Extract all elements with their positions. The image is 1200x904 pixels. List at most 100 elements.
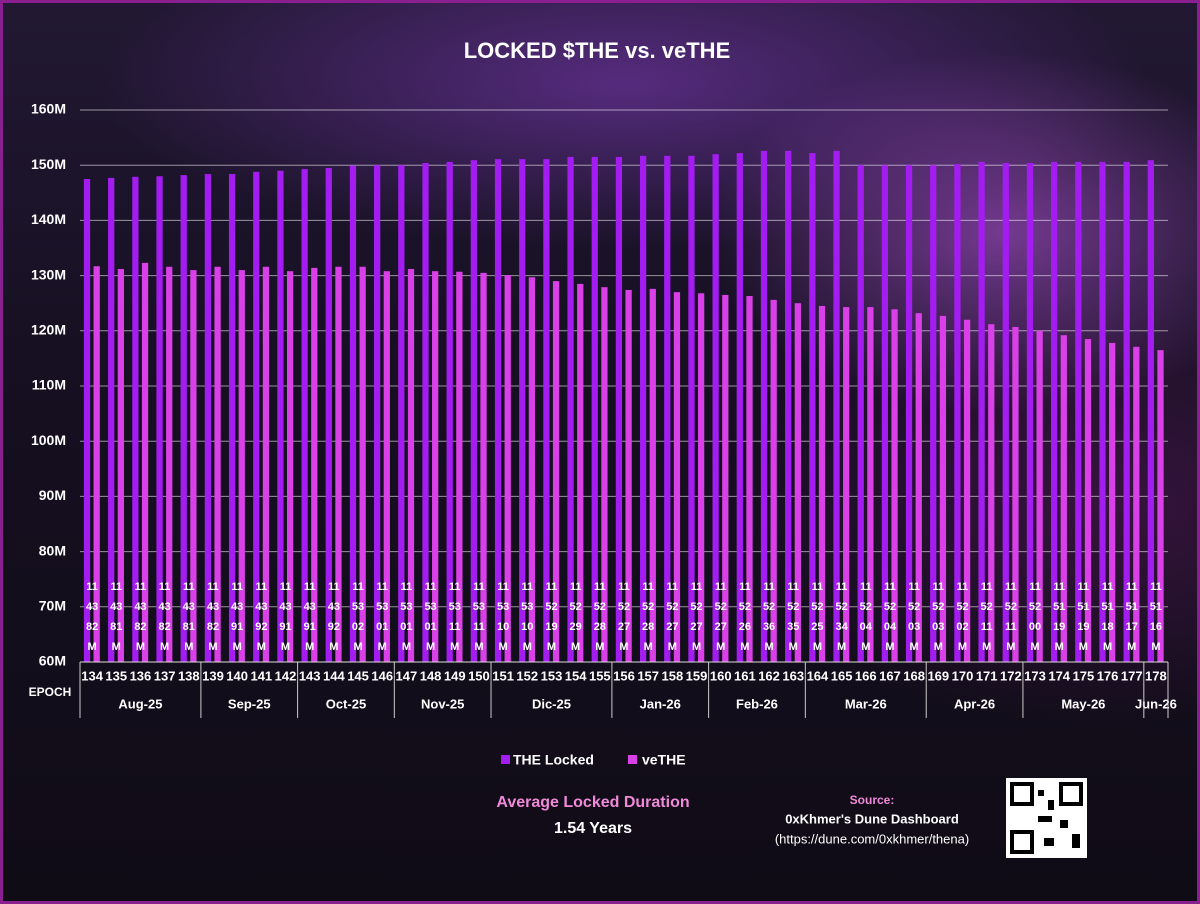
bar bbox=[891, 309, 898, 662]
stack-label: 11 52 26 M bbox=[739, 581, 751, 653]
stack-label: 11 52 27 M bbox=[618, 581, 630, 653]
bar bbox=[601, 287, 608, 662]
y-tick-label: 60M bbox=[39, 653, 66, 669]
x-tick-label: 177 bbox=[1121, 668, 1143, 683]
stack-label: 11 51 16 M bbox=[1150, 581, 1162, 653]
qr-code bbox=[1006, 778, 1087, 858]
bar bbox=[180, 175, 187, 663]
x-tick-label: 144 bbox=[323, 668, 345, 683]
y-tick-label: 160M bbox=[31, 101, 66, 117]
bar bbox=[978, 161, 985, 662]
stack-label: 11 52 27 M bbox=[666, 581, 678, 653]
bar bbox=[833, 150, 840, 662]
bar bbox=[639, 155, 647, 663]
x-tick-label: 149 bbox=[444, 668, 466, 683]
month-label: Sep-25 bbox=[228, 696, 271, 711]
y-tick-label: 120M bbox=[31, 322, 66, 338]
stack-label: 11 52 04 M bbox=[860, 581, 873, 653]
stack-label: 11 53 11 M bbox=[473, 581, 485, 653]
x-tick-label: 173 bbox=[1024, 668, 1046, 683]
bar bbox=[214, 266, 221, 662]
bar bbox=[843, 307, 850, 662]
stack-label: 11 51 17 M bbox=[1126, 581, 1138, 653]
x-tick-label: 178 bbox=[1145, 668, 1167, 683]
month-label: Feb-26 bbox=[736, 696, 778, 711]
bar bbox=[480, 272, 487, 662]
bar bbox=[238, 270, 245, 662]
stack-label: 11 53 02 M bbox=[352, 581, 364, 653]
x-tick-label: 147 bbox=[396, 668, 418, 683]
stack-label: 11 43 82 M bbox=[158, 581, 170, 653]
stack-label: 11 52 35 M bbox=[787, 581, 799, 653]
legend-label: THE Locked bbox=[513, 752, 594, 768]
bar bbox=[673, 292, 681, 662]
bar bbox=[1099, 161, 1106, 662]
y-tick-label: 100M bbox=[31, 432, 66, 448]
x-tick-label: 140 bbox=[226, 668, 248, 683]
x-tick-label: 174 bbox=[1048, 668, 1070, 683]
stack-label: 11 43 82 M bbox=[86, 581, 98, 653]
bar bbox=[374, 165, 381, 662]
x-tick-label: 137 bbox=[154, 668, 176, 683]
bar bbox=[432, 271, 439, 662]
bar bbox=[905, 165, 913, 662]
x-tick-label: 159 bbox=[686, 668, 708, 683]
bar bbox=[1109, 342, 1116, 662]
bar bbox=[132, 176, 139, 663]
stack-label: 11 52 34 M bbox=[835, 581, 848, 653]
month-label: Oct-25 bbox=[326, 696, 366, 711]
bar bbox=[770, 299, 777, 662]
bar bbox=[1084, 339, 1092, 662]
x-tick-label: 141 bbox=[250, 668, 272, 683]
bar bbox=[1026, 162, 1034, 662]
x-tick-label: 175 bbox=[1073, 668, 1095, 683]
stack-label: 11 52 04 M bbox=[884, 581, 897, 653]
x-tick-label: 176 bbox=[1097, 668, 1119, 683]
stack-label: 11 52 03 M bbox=[908, 581, 920, 653]
bar bbox=[398, 165, 405, 662]
bar bbox=[528, 277, 536, 662]
bar bbox=[625, 289, 632, 662]
stack-label: 11 43 91 M bbox=[231, 581, 243, 653]
bar bbox=[262, 266, 270, 662]
stack-label: 11 52 36 M bbox=[763, 581, 775, 653]
month-label: Jan-26 bbox=[640, 696, 681, 711]
stack-label: 11 52 11 M bbox=[981, 581, 993, 653]
bar bbox=[697, 293, 705, 662]
bar bbox=[857, 165, 864, 662]
stack-label: 11 52 29 M bbox=[570, 581, 582, 653]
x-tick-label: 160 bbox=[710, 668, 732, 683]
source-title: Source: bbox=[850, 793, 895, 807]
bar bbox=[1157, 350, 1164, 662]
x-tick-label: 142 bbox=[275, 668, 297, 683]
bar bbox=[552, 281, 560, 662]
month-label: May-26 bbox=[1061, 696, 1105, 711]
month-label: Apr-26 bbox=[954, 696, 995, 711]
stack-label: 11 43 81 M bbox=[110, 581, 122, 653]
x-axis-label: EPOCH bbox=[29, 685, 72, 699]
x-tick-label: 161 bbox=[734, 668, 756, 683]
bar bbox=[543, 159, 550, 663]
chart-title: LOCKED $THE vs. veTHE bbox=[464, 38, 731, 63]
stack-label: 11 43 82 M bbox=[207, 581, 219, 653]
bar bbox=[1075, 161, 1082, 662]
bar bbox=[794, 303, 801, 662]
stack-label: 11 43 91 M bbox=[279, 581, 291, 653]
stack-label: 11 52 25 M bbox=[811, 581, 823, 653]
x-tick-label: 163 bbox=[782, 668, 804, 683]
legend-label: veTHE bbox=[642, 752, 686, 768]
x-tick-label: 172 bbox=[1000, 668, 1022, 683]
stack-label: 11 52 27 M bbox=[690, 581, 702, 653]
x-tick-label: 136 bbox=[130, 668, 152, 683]
stack-label: 11 43 92 M bbox=[255, 581, 267, 653]
month-label: Aug-25 bbox=[118, 696, 162, 711]
x-tick-label: 146 bbox=[371, 668, 393, 683]
stack-label: 11 53 01 M bbox=[376, 581, 388, 653]
bar bbox=[649, 288, 656, 662]
bar bbox=[83, 179, 91, 662]
month-label: Mar-26 bbox=[845, 696, 887, 711]
stack-label: 11 43 81 M bbox=[183, 581, 195, 653]
bar bbox=[930, 165, 937, 662]
